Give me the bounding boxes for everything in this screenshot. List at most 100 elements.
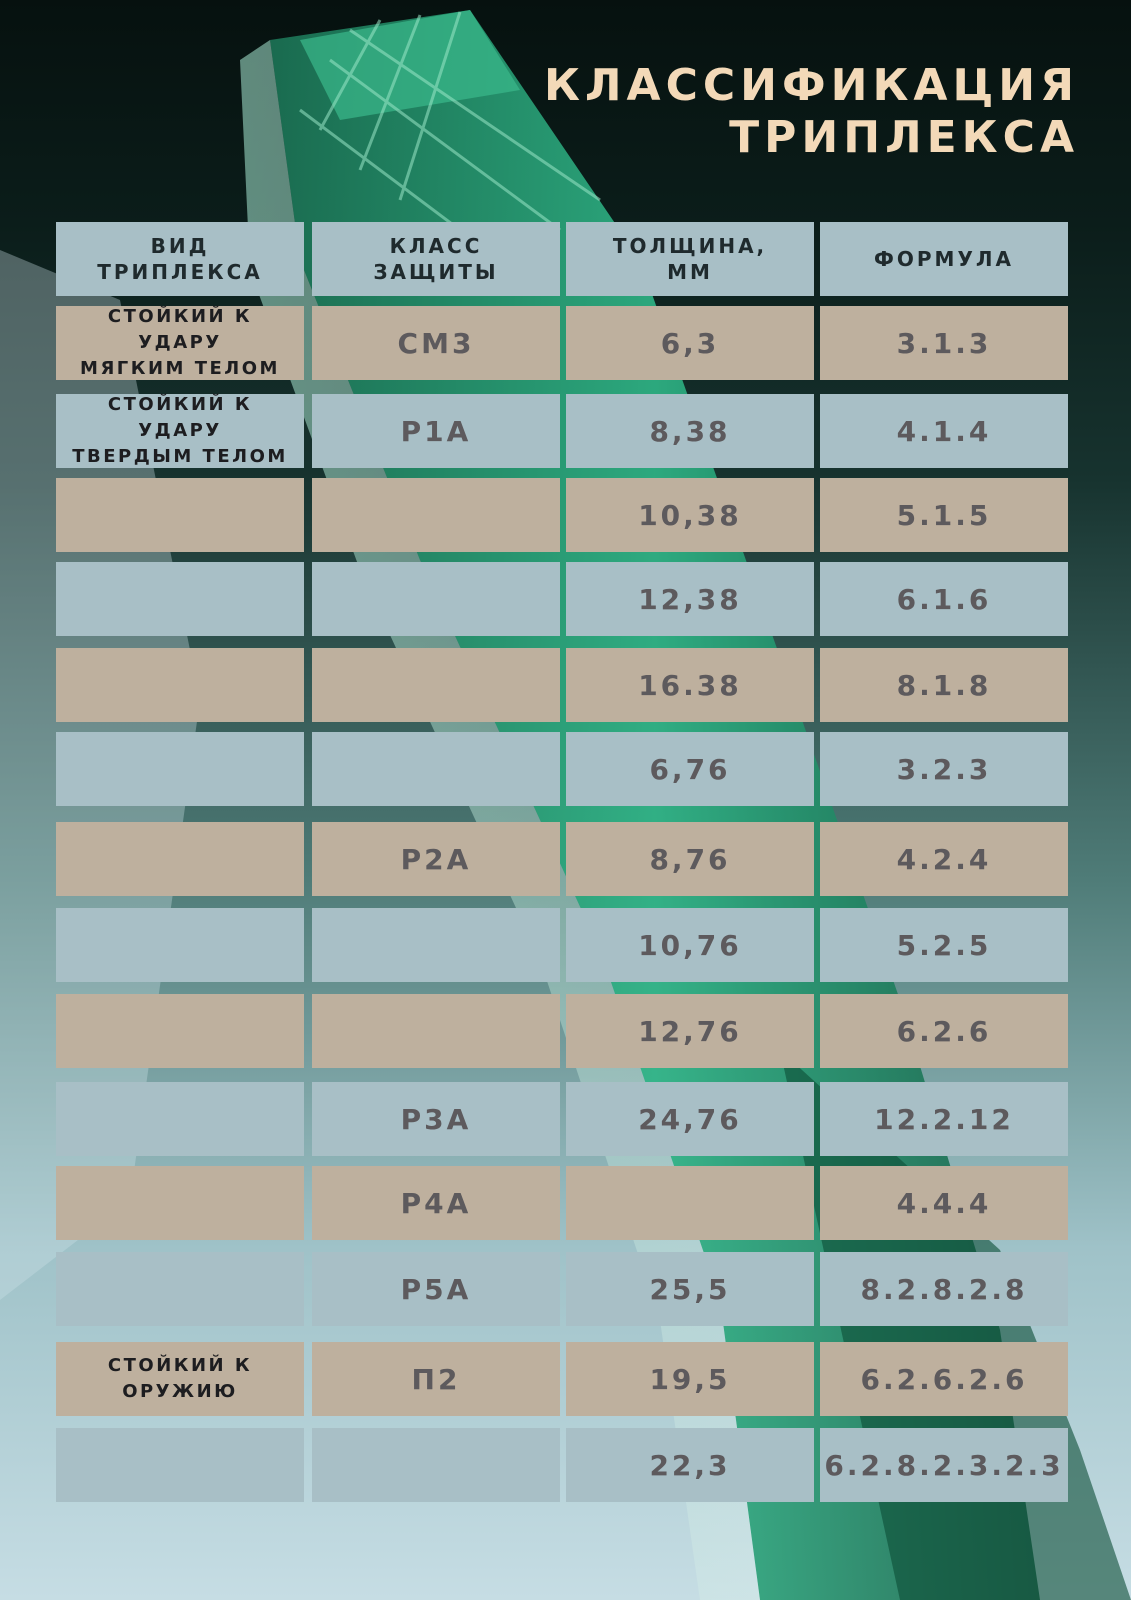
cell-thickness: [566, 1166, 814, 1240]
cell-formula: 3.1.3: [820, 306, 1068, 380]
cell-type: [56, 1082, 304, 1156]
cell-class-text: P1A: [400, 414, 472, 448]
cell-formula: 12.2.12: [820, 1082, 1068, 1156]
header-class-text: КЛАСС ЗАЩИТЫ: [373, 234, 499, 284]
cell-formula: 8.2.8.2.8: [820, 1252, 1068, 1326]
cell-thickness-text: 8,38: [649, 414, 731, 448]
cell-thickness-text: 22,3: [649, 1448, 731, 1482]
cell-formula-text: 6.1.6: [896, 582, 992, 616]
cell-class: СМ3: [312, 306, 560, 380]
header-type: ВИД ТРИПЛЕКСА: [56, 222, 304, 296]
cell-class: P1A: [312, 394, 560, 468]
cell-type: [56, 732, 304, 806]
cell-type: [56, 1252, 304, 1326]
cell-thickness-text: 12,38: [638, 582, 742, 616]
cell-type: [56, 1428, 304, 1502]
cell-formula: 6.2.8.2.3.2.3: [820, 1428, 1068, 1502]
cell-class: [312, 1428, 560, 1502]
cell-formula: 6.2.6: [820, 994, 1068, 1068]
cell-formula: 5.1.5: [820, 478, 1068, 552]
cell-type: [56, 478, 304, 552]
cell-type: [56, 908, 304, 982]
cell-thickness: 8,76: [566, 822, 814, 896]
cell-thickness-text: 10,38: [638, 498, 742, 532]
cell-formula-text: 5.1.5: [896, 498, 992, 532]
cell-thickness: 10,76: [566, 908, 814, 982]
cell-type-text: СТОЙКИЙ К УДАРУ ТВЕРДЫМ ТЕЛОМ: [72, 394, 288, 467]
cell-formula: 4.1.4: [820, 394, 1068, 468]
cell-class: [312, 732, 560, 806]
header-class: КЛАСС ЗАЩИТЫ: [312, 222, 560, 296]
cell-formula-text: 6.2.8.2.3.2.3: [824, 1448, 1064, 1482]
header-formula-text: ФОРМУЛА: [874, 247, 1014, 271]
cell-formula-text: 6.2.6.2.6: [860, 1362, 1028, 1396]
header-thickness-text: ТОЛЩИНА, ММ: [612, 234, 768, 284]
cell-thickness-text: 25,5: [649, 1272, 731, 1306]
cell-class: [312, 478, 560, 552]
cell-thickness-text: 8,76: [649, 842, 731, 876]
cell-type: [56, 822, 304, 896]
cell-formula: 3.2.3: [820, 732, 1068, 806]
cell-thickness: 6,76: [566, 732, 814, 806]
cell-thickness: 12,76: [566, 994, 814, 1068]
cell-thickness: 24,76: [566, 1082, 814, 1156]
cell-formula-text: 4.4.4: [896, 1186, 992, 1220]
title-line-1: КЛАССИФИКАЦИЯ: [544, 60, 1079, 111]
cell-class-text: P5A: [400, 1272, 472, 1306]
cell-class: P4A: [312, 1166, 560, 1240]
cell-formula: 4.4.4: [820, 1166, 1068, 1240]
cell-type: [56, 994, 304, 1068]
cell-type: СТОЙКИЙ К УДАРУ МЯГКИМ ТЕЛОМ: [56, 306, 304, 380]
cell-class: [312, 562, 560, 636]
cell-formula: 5.2.5: [820, 908, 1068, 982]
cell-class: [312, 648, 560, 722]
cell-thickness: 22,3: [566, 1428, 814, 1502]
cell-thickness: 25,5: [566, 1252, 814, 1326]
cell-thickness: 19,5: [566, 1342, 814, 1416]
cell-thickness: 8,38: [566, 394, 814, 468]
cell-thickness: 12,38: [566, 562, 814, 636]
cell-class-text: P3A: [400, 1102, 472, 1136]
cell-thickness-text: 19,5: [649, 1362, 731, 1396]
cell-class-text: П2: [411, 1362, 461, 1396]
header-type-text: ВИД ТРИПЛЕКСА: [97, 234, 263, 284]
cell-type: СТОЙКИЙ К УДАРУ ТВЕРДЫМ ТЕЛОМ: [56, 394, 304, 468]
cell-formula-text: 5.2.5: [896, 928, 992, 962]
cell-class: П2: [312, 1342, 560, 1416]
cell-thickness-text: 10,76: [638, 928, 742, 962]
cell-thickness-text: 6,3: [660, 326, 720, 360]
cell-formula-text: 8.2.8.2.8: [860, 1272, 1028, 1306]
cell-formula-text: 8.1.8: [896, 668, 992, 702]
cell-class: P3A: [312, 1082, 560, 1156]
cell-class-text: P2A: [400, 842, 472, 876]
cell-formula-text: 12.2.12: [874, 1102, 1014, 1136]
cell-type-text: СТОЙКИЙ К УДАРУ МЯГКИМ ТЕЛОМ: [80, 306, 280, 379]
cell-class-text: P4A: [400, 1186, 472, 1220]
header-thickness: ТОЛЩИНА, ММ: [566, 222, 814, 296]
cell-thickness: 10,38: [566, 478, 814, 552]
cell-class: P2A: [312, 822, 560, 896]
cell-formula: 8.1.8: [820, 648, 1068, 722]
cell-formula-text: 3.1.3: [896, 326, 992, 360]
cell-type: [56, 1166, 304, 1240]
cell-formula: 4.2.4: [820, 822, 1068, 896]
cell-class: [312, 908, 560, 982]
cell-thickness-text: 24,76: [638, 1102, 742, 1136]
cell-class-text: СМ3: [397, 326, 475, 360]
cell-type-text: СТОЙКИЙ К ОРУЖИЮ: [107, 1355, 253, 1402]
cell-formula-text: 6.2.6: [896, 1014, 992, 1048]
cell-thickness-text: 16.38: [638, 668, 742, 702]
cell-type: СТОЙКИЙ К ОРУЖИЮ: [56, 1342, 304, 1416]
cell-formula: 6.2.6.2.6: [820, 1342, 1068, 1416]
title-line-2: ТРИПЛЕКСА: [729, 112, 1079, 163]
cell-type: [56, 648, 304, 722]
header-formula: ФОРМУЛА: [820, 222, 1068, 296]
cell-thickness: 16.38: [566, 648, 814, 722]
cell-thickness-text: 6,76: [649, 752, 731, 786]
cell-class: P5A: [312, 1252, 560, 1326]
cell-formula-text: 4.1.4: [896, 414, 992, 448]
cell-class: [312, 994, 560, 1068]
cell-thickness-text: 12,76: [638, 1014, 742, 1048]
cell-formula: 6.1.6: [820, 562, 1068, 636]
page-title: КЛАССИФИКАЦИЯ ТРИПЛЕКСА: [379, 60, 1079, 164]
